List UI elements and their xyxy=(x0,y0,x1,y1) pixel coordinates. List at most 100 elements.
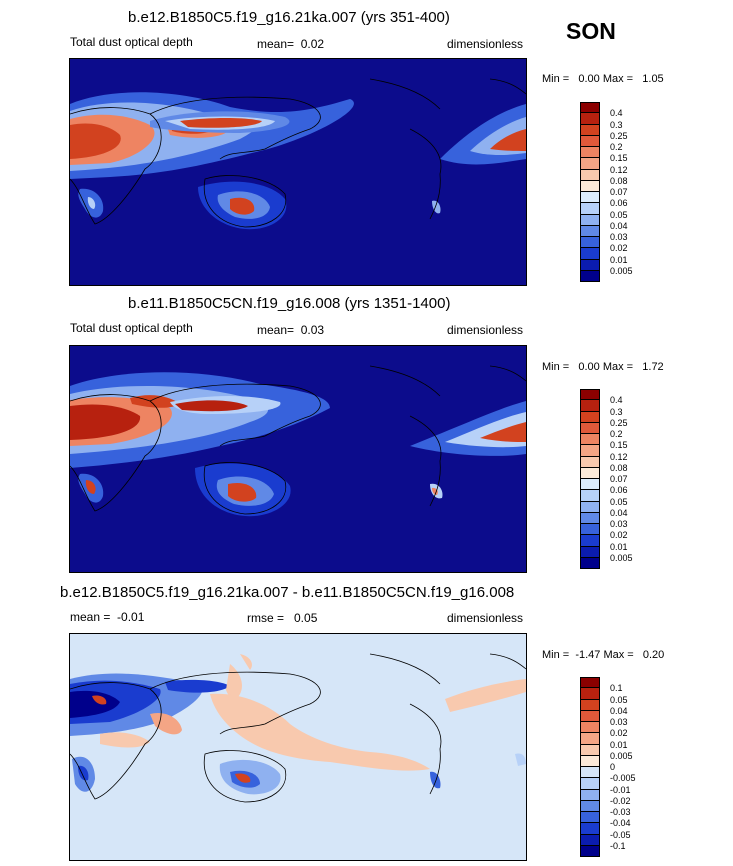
panel2-minmax: Min = 0.00 Max = 1.72 xyxy=(542,361,664,373)
colorbar-label: 0.4 xyxy=(610,395,623,406)
colorbar-swatch xyxy=(580,733,600,745)
colorbar-swatch xyxy=(580,445,600,457)
colorbar-swatch xyxy=(580,479,600,491)
colorbar-swatch xyxy=(580,270,600,282)
colorbar-swatch xyxy=(580,180,600,192)
colorbar-swatch xyxy=(580,434,600,446)
colorbar-label: -0.03 xyxy=(610,807,631,817)
panel1-mean-label: mean= xyxy=(257,37,295,51)
colorbar-label: 0.02 xyxy=(610,530,628,541)
panel2-mean: mean= 0.03 xyxy=(257,323,324,337)
panel1-variable: Total dust optical depth xyxy=(70,35,193,49)
colorbar-label: 0.04 xyxy=(610,705,628,716)
colorbar-swatch xyxy=(580,225,600,237)
colorbar-swatch xyxy=(580,823,600,835)
panel3-colorbar: 0.1 0.05 0.04 0.03 0.02 0.01 0.005 0 -0.005 -0.01… xyxy=(580,677,660,857)
colorbar-swatch xyxy=(580,248,600,260)
colorbar-label: 0.005 xyxy=(610,750,633,761)
colorbar-swatch xyxy=(580,699,600,711)
panel2-units: dimensionless xyxy=(447,323,524,337)
colorbar-label: 0.05 xyxy=(610,694,628,705)
colorbar-swatch xyxy=(580,113,600,125)
colorbar-swatch xyxy=(580,845,600,857)
colorbar-label: 0.02 xyxy=(610,728,628,739)
colorbar-swatch xyxy=(580,214,600,226)
panel2-colorbar: 0.4 0.3 0.25 0.2 0.15 0.12 0.08 0.07 0.06 0.05 0.0… xyxy=(580,389,660,569)
colorbar-swatch xyxy=(580,789,600,801)
colorbar-label: 0.06 xyxy=(610,198,628,209)
colorbar-swatch xyxy=(580,169,600,181)
colorbar-swatch xyxy=(580,400,600,412)
colorbar-label: -0.01 xyxy=(610,784,631,795)
colorbar-label: 0.3 xyxy=(610,119,623,130)
colorbar-label: 0.05 xyxy=(610,209,628,220)
colorbar-swatch xyxy=(580,203,600,215)
colorbar-swatch xyxy=(580,389,600,401)
colorbar-label: 0.01 xyxy=(610,254,628,265)
colorbar-label: 0.2 xyxy=(610,429,623,439)
panel1-units: dimensionless xyxy=(447,37,524,51)
colorbar-label: 0.03 xyxy=(610,232,628,242)
colorbar-label: -0.005 xyxy=(610,773,636,784)
colorbar-label: 0.03 xyxy=(610,717,628,727)
colorbar-swatch xyxy=(580,490,600,502)
colorbar-swatch xyxy=(580,755,600,767)
colorbar-label: 0.1 xyxy=(610,683,623,694)
colorbar-swatch xyxy=(580,688,600,700)
panel2-map-field xyxy=(70,365,526,517)
colorbar-swatch xyxy=(580,158,600,170)
panel2-variable: Total dust optical depth xyxy=(70,321,193,335)
colorbar-swatch xyxy=(580,192,600,204)
colorbar-swatch xyxy=(580,722,600,734)
season-label: SON xyxy=(566,18,616,44)
colorbar-label: -0.1 xyxy=(610,840,626,851)
panel2-map xyxy=(69,345,527,573)
colorbar-label: 0.05 xyxy=(610,496,628,507)
colorbar-label: 0.12 xyxy=(610,164,628,175)
colorbar-label: 0.25 xyxy=(610,417,628,428)
colorbar-swatch xyxy=(580,135,600,147)
colorbar-swatch xyxy=(580,237,600,249)
panel3-title: b.e12.B1850C5.f19_g16.21ka.007 - b.e11.B… xyxy=(60,584,515,601)
colorbar-label: 0.07 xyxy=(610,187,628,197)
colorbar-label: 0.15 xyxy=(610,153,628,164)
panel2-title: b.e11.B1850C5CN.f19_g16.008 (yrs 1351-14… xyxy=(128,295,451,312)
colorbar-swatch xyxy=(580,501,600,513)
panel3-map xyxy=(69,633,527,861)
colorbar-swatch xyxy=(580,535,600,547)
colorbar-label: 0.07 xyxy=(610,474,628,484)
colorbar-swatch xyxy=(580,467,600,479)
colorbar-label: 0.02 xyxy=(610,243,628,254)
colorbar-swatch xyxy=(580,744,600,756)
panel1-map-field xyxy=(70,78,526,230)
colorbar-label: 0.03 xyxy=(610,519,628,529)
panel1-colorbar: 0.4 0.3 0.25 0.2 0.15 0.12 0.08 0.07 0.06 0.05 0.0… xyxy=(580,102,660,282)
colorbar-label: 0.08 xyxy=(610,462,628,473)
panel3-units: dimensionless xyxy=(447,611,524,625)
panel3-map-field xyxy=(70,653,526,803)
panel3-mean: mean = -0.01 xyxy=(70,610,145,624)
colorbar-swatch xyxy=(580,259,600,271)
colorbar-label: 0.01 xyxy=(610,541,628,552)
panel1-map xyxy=(69,58,527,286)
panel1-minmax: Min = 0.00 Max = 1.05 xyxy=(542,73,664,85)
colorbar-label: 0.04 xyxy=(610,507,628,518)
panel1-mean: mean= 0.02 xyxy=(257,37,324,51)
colorbar-swatch xyxy=(580,800,600,812)
colorbar-swatch xyxy=(580,710,600,722)
colorbar-label: -0.04 xyxy=(610,818,631,829)
colorbar-swatch xyxy=(580,147,600,159)
colorbar-swatch xyxy=(580,812,600,824)
colorbar-swatch xyxy=(580,512,600,524)
colorbar-label: 0.2 xyxy=(610,142,623,152)
colorbar-label: 0.04 xyxy=(610,220,628,231)
panel3-minmax: Min = -1.47 Max = 0.20 xyxy=(542,649,665,661)
colorbar-label: 0.08 xyxy=(610,175,628,186)
colorbar-swatch xyxy=(580,524,600,536)
colorbar-label: 0 xyxy=(610,762,616,772)
panel1-mean-value: 0.02 xyxy=(300,37,325,51)
colorbar-swatch xyxy=(580,422,600,434)
panel1-title: b.e12.B1850C5.f19_g16.21ka.007 (yrs 351-… xyxy=(128,9,450,26)
panel2-mean-value: 0.03 xyxy=(300,323,325,337)
colorbar-swatch xyxy=(580,411,600,423)
